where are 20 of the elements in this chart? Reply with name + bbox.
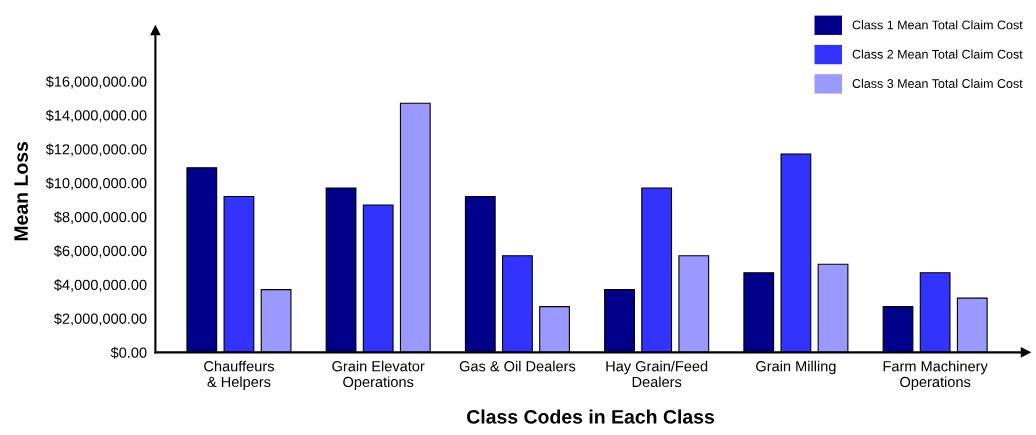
y-tick-label: $4,000,000.00 bbox=[53, 279, 147, 292]
x-tick-label: Farm Machinery Operations bbox=[883, 360, 988, 390]
y-tick-label: $6,000,000.00 bbox=[53, 245, 147, 258]
x-axis-title: Class Codes in Each Class bbox=[467, 409, 715, 424]
x-tick-label: Gas & Oil Dealers bbox=[459, 360, 576, 372]
y-tick-label: $16,000,000.00 bbox=[45, 75, 147, 89]
legend-label: Class 2 Mean Total Claim Cost bbox=[852, 49, 1023, 59]
x-tick-label: Grain Milling bbox=[756, 360, 836, 375]
x-tick-label: Hay Grain/Feed Dealers bbox=[606, 360, 708, 388]
y-tick-label: $8,000,000.00 bbox=[53, 211, 147, 224]
legend-label: Class 1 Mean Total Claim Cost bbox=[852, 20, 1023, 30]
x-tick-label: Chauffeurs & Helpers bbox=[204, 360, 274, 390]
x-tick-label: Grain Elevator Operations bbox=[332, 360, 425, 390]
y-tick-label: $0.00 bbox=[110, 346, 147, 359]
y-axis-title: Mean Loss bbox=[14, 141, 28, 241]
y-tick-label: $12,000,000.00 bbox=[45, 143, 147, 157]
y-tick-label: $10,000,000.00 bbox=[45, 177, 147, 191]
y-tick-label: $2,000,000.00 bbox=[53, 312, 147, 326]
legend-label: Class 3 Mean Total Claim Cost bbox=[852, 78, 1023, 88]
y-tick-label: $14,000,000.00 bbox=[45, 109, 147, 123]
